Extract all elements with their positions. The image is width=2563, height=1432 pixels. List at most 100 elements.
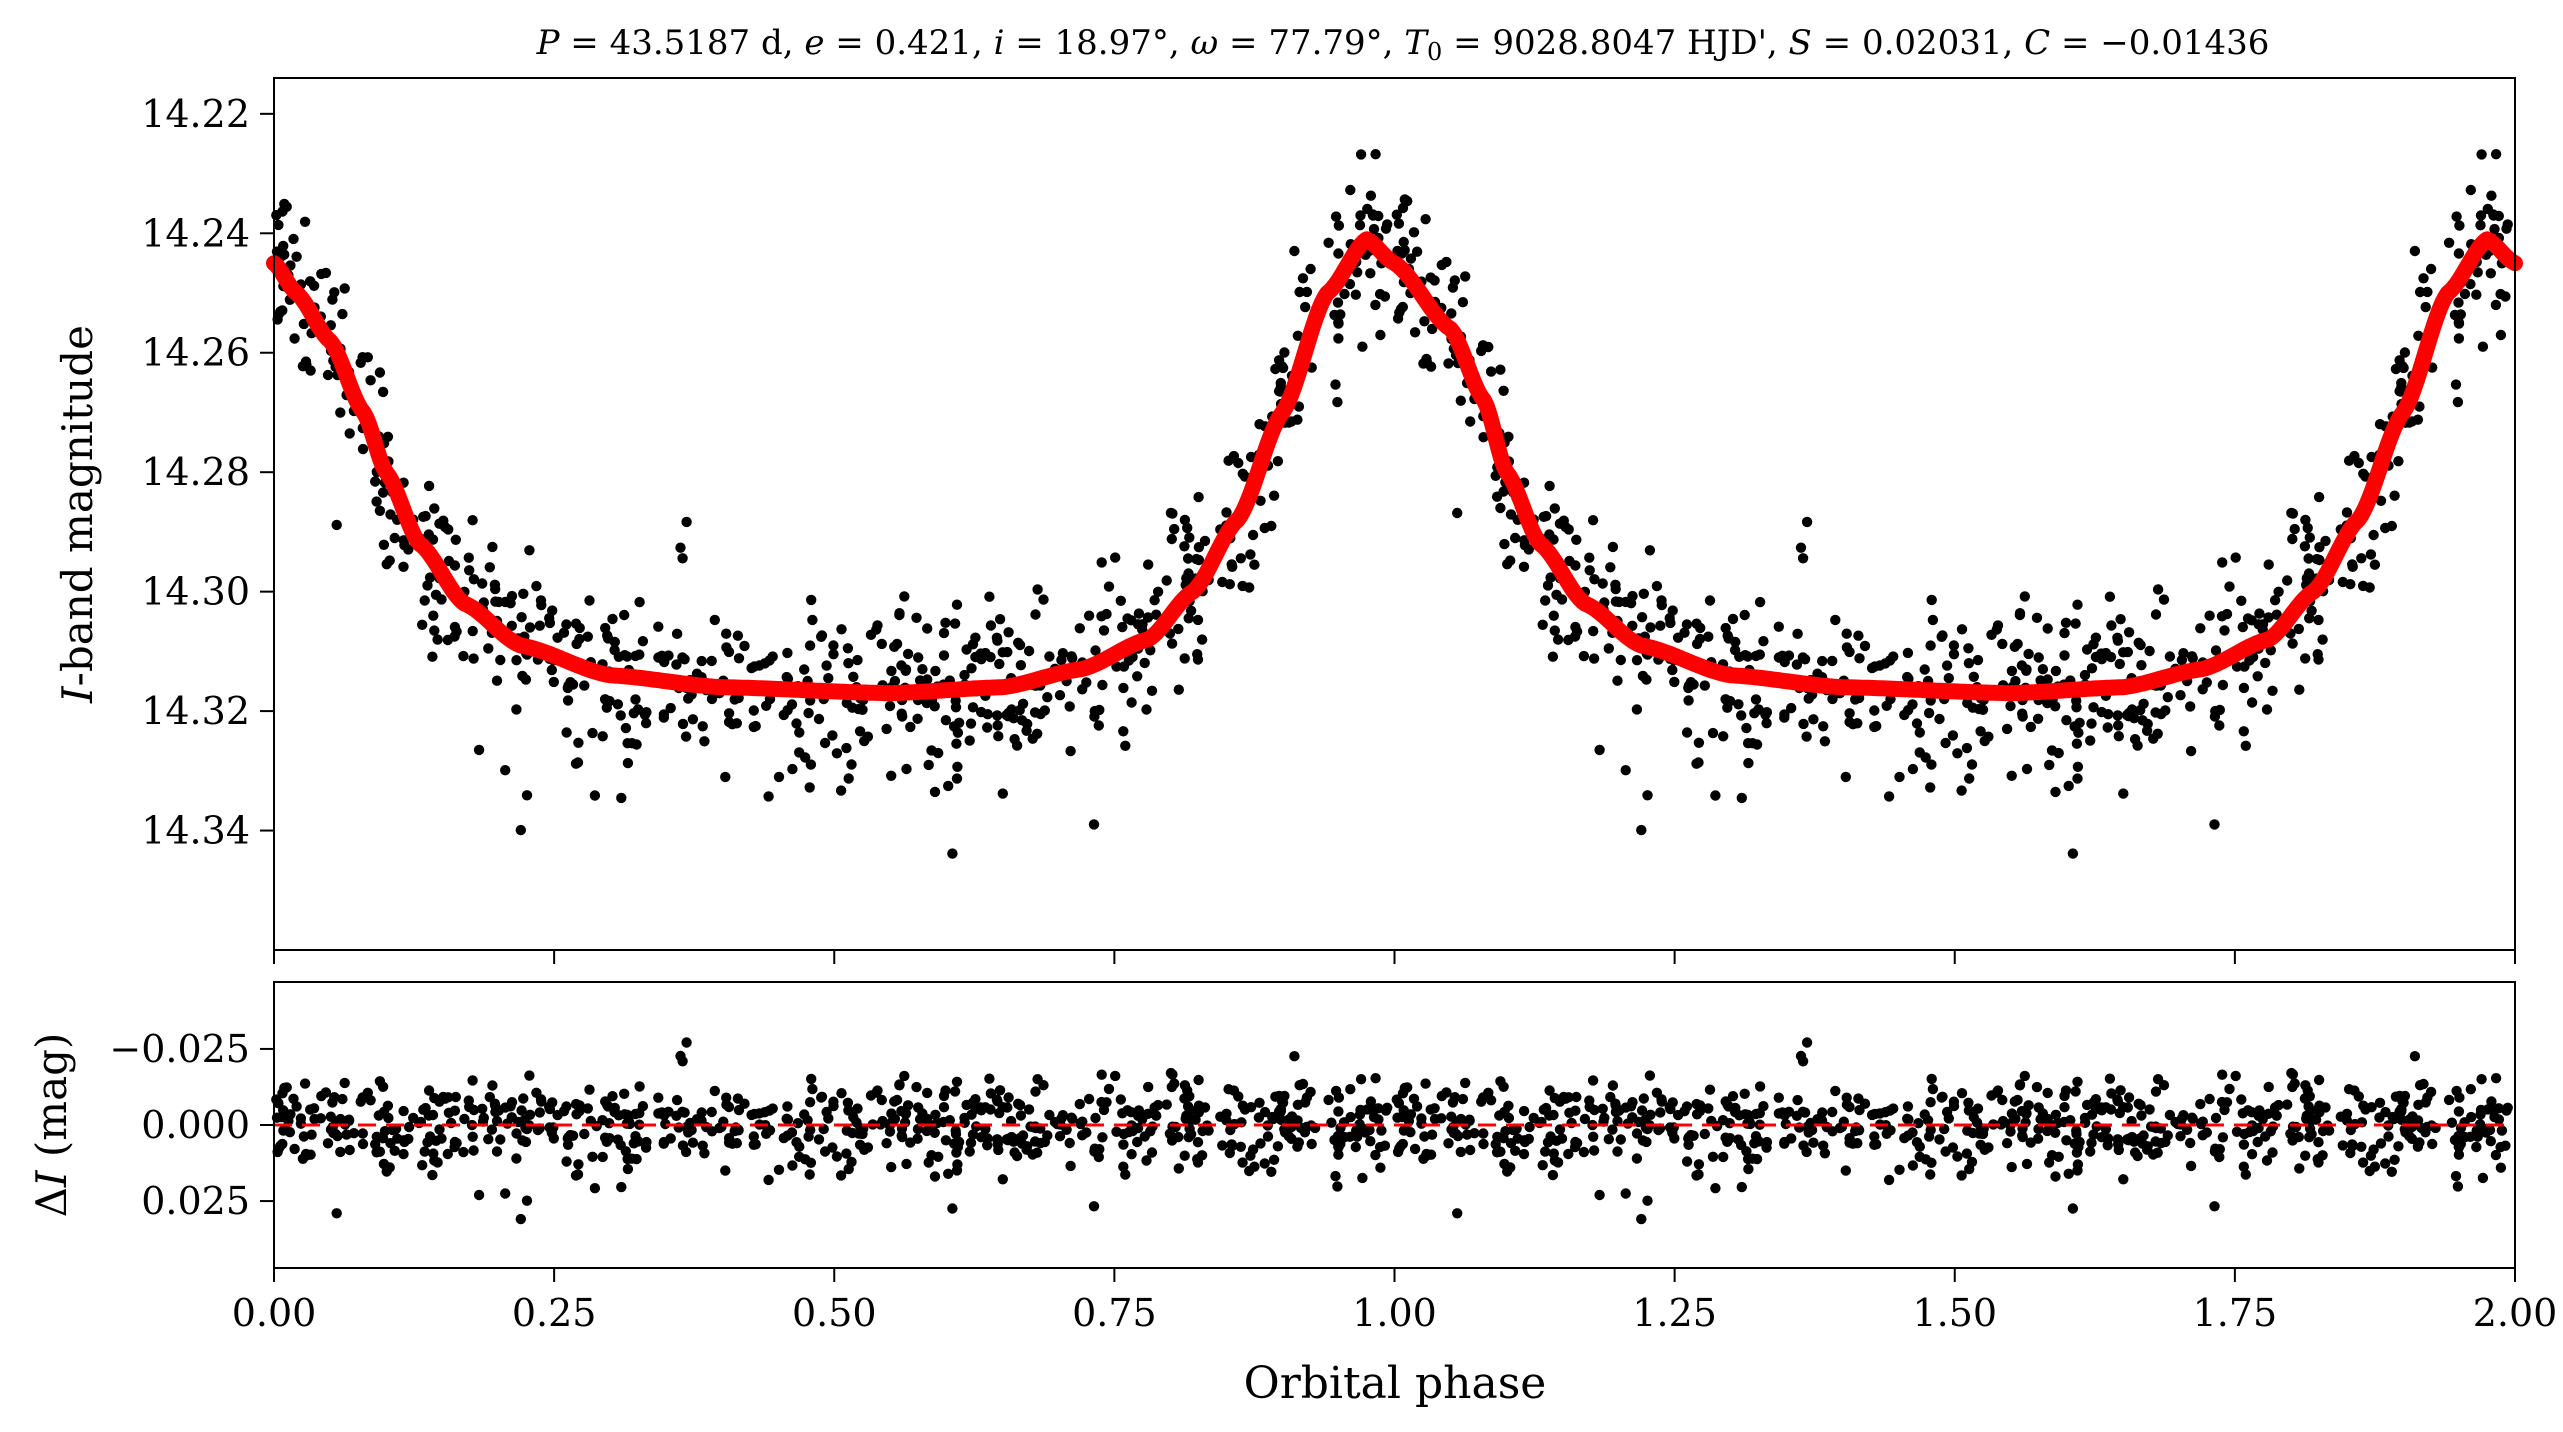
data-point — [1615, 654, 1627, 666]
residual-point — [2158, 1080, 2170, 1091]
data-point — [929, 786, 941, 798]
residual-point — [922, 1113, 933, 1125]
data-point — [671, 628, 683, 639]
residual-point — [1588, 1131, 1599, 1143]
residual-point — [536, 1096, 547, 1107]
data-point — [2287, 533, 2298, 545]
data-point — [951, 599, 963, 610]
data-point — [1902, 705, 1914, 716]
data-point — [1519, 540, 1531, 551]
data-point — [952, 761, 963, 772]
residual-point — [951, 1076, 963, 1088]
data-point — [967, 702, 979, 713]
residual-point — [511, 1128, 522, 1139]
residual-point — [1911, 1137, 1923, 1148]
data-point — [2343, 455, 2355, 466]
residual-point — [2088, 1129, 2099, 1140]
data-point — [894, 608, 905, 619]
residual-point — [1544, 1085, 1555, 1096]
data-point — [634, 596, 645, 608]
residual-point — [851, 1117, 862, 1128]
residual-point — [2079, 1112, 2091, 1124]
residual-point — [1015, 1110, 1027, 1121]
data-point — [2142, 718, 2153, 730]
data-point — [511, 655, 522, 666]
residual-point — [967, 1129, 979, 1140]
residual-point — [991, 1094, 1003, 1105]
residual-point — [1294, 1080, 1305, 1091]
data-point — [1961, 742, 1973, 754]
data-point — [1185, 605, 1197, 616]
residual-point — [970, 1094, 981, 1105]
data-point — [1840, 771, 1852, 783]
data-point — [1335, 309, 1346, 320]
residual-point — [881, 1138, 892, 1149]
data-point — [949, 618, 961, 629]
data-point — [1743, 757, 1754, 769]
residual-point — [1703, 1103, 1714, 1114]
data-point — [1638, 588, 1650, 599]
data-point — [1399, 245, 1410, 256]
data-point — [1983, 731, 1994, 742]
data-point — [1357, 341, 1368, 352]
data-point — [2152, 584, 2164, 595]
data-point — [1540, 595, 1551, 606]
data-point — [1968, 671, 1980, 682]
residual-point — [1253, 1112, 1265, 1123]
data-point — [1786, 702, 1797, 714]
residual-point — [587, 1151, 598, 1163]
residual-point — [2412, 1141, 2424, 1152]
data-point — [2451, 211, 2462, 222]
data-point — [2302, 522, 2313, 534]
residual-point — [518, 1093, 529, 1104]
data-point — [561, 727, 572, 738]
residual-point — [1090, 1112, 1101, 1124]
data-point — [731, 718, 742, 729]
data-point — [1584, 552, 1595, 563]
data-point — [2393, 456, 2404, 467]
data-point — [487, 541, 498, 553]
data-point — [943, 780, 954, 792]
data-point — [1940, 737, 1951, 749]
residual-point — [2061, 1135, 2072, 1146]
residual-point — [2313, 1074, 2325, 1086]
residual-point — [1333, 1149, 1344, 1160]
data-point — [432, 634, 443, 645]
data-point — [2341, 507, 2353, 518]
residual-point — [899, 1070, 910, 1082]
residual-point — [1631, 1128, 1643, 1139]
residual-point — [2172, 1118, 2183, 1130]
top-y-tick-label: 14.22 — [141, 92, 250, 136]
data-point — [2115, 614, 2126, 625]
residual-point — [2126, 1131, 2138, 1143]
residual-point — [2065, 1115, 2076, 1126]
residual-point — [1083, 1093, 1095, 1105]
data-point — [2063, 780, 2074, 792]
data-point — [1888, 651, 1899, 662]
residual-point — [1971, 1117, 1983, 1128]
residual-point — [804, 1097, 816, 1108]
data-point — [1233, 457, 1244, 469]
data-point — [2313, 654, 2324, 665]
residual-point — [300, 1148, 312, 1160]
residual-point — [1166, 1135, 1178, 1146]
data-point — [2112, 632, 2123, 643]
data-point — [2488, 209, 2499, 220]
residual-point — [1664, 1122, 1676, 1133]
residual-point — [994, 1085, 1006, 1096]
data-point — [1495, 502, 1506, 514]
residual-point — [922, 1087, 933, 1099]
residual-point — [2454, 1092, 2465, 1103]
residual-point — [561, 1156, 572, 1167]
residual-point — [2195, 1098, 2206, 1110]
residual-point — [1179, 1150, 1190, 1161]
data-point — [1355, 210, 1366, 221]
data-point — [2197, 684, 2208, 695]
residual-point — [1118, 1139, 1129, 1150]
data-point — [1510, 532, 1521, 544]
residual-point — [959, 1112, 970, 1124]
data-point — [1549, 503, 1561, 514]
data-point — [2356, 553, 2367, 564]
data-point — [639, 709, 651, 720]
data-point — [1402, 195, 1413, 207]
